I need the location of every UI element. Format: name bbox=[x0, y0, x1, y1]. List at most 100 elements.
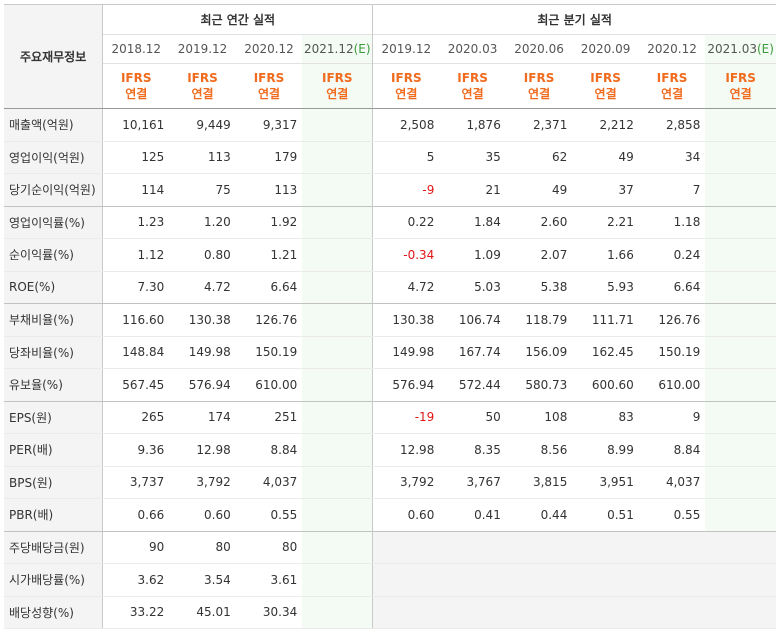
quarterly-value: 4.72 bbox=[372, 271, 440, 304]
quarterly-period-5: 2020.12 bbox=[638, 34, 706, 64]
quarterly-value: 5.93 bbox=[572, 271, 639, 304]
annual-period-1: 2018.12 bbox=[102, 34, 170, 64]
quarterly-value bbox=[572, 531, 639, 564]
annual-value bbox=[302, 108, 374, 142]
quarterly-value: 106.74 bbox=[439, 303, 506, 337]
quarterly-value: 0.44 bbox=[505, 498, 573, 532]
quarterly-value bbox=[372, 596, 440, 629]
annual-value: 125 bbox=[102, 141, 170, 174]
table-row: 영업이익(억원) 125 113 179 5 35 62 49 34 bbox=[4, 141, 776, 174]
quarterly-value: 1.18 bbox=[638, 206, 706, 239]
quarterly-value: 162.45 bbox=[572, 336, 639, 369]
row-label: 유보율(%) bbox=[4, 368, 104, 402]
quarterly-value: 8.35 bbox=[439, 433, 506, 467]
annual-value: 150.19 bbox=[235, 336, 303, 369]
report-standard: IFRS bbox=[523, 71, 555, 85]
table-row: ROE(%) 7.30 4.72 6.64 4.72 5.03 5.38 5.93 6.64 bbox=[4, 271, 776, 304]
quarterly-value bbox=[705, 401, 776, 434]
annual-value bbox=[302, 498, 374, 532]
quarterly-value: 2.21 bbox=[572, 206, 639, 239]
row-label: 당좌비율(%) bbox=[4, 336, 104, 369]
period-label: 2018.12 bbox=[111, 42, 162, 56]
annual-value: 113 bbox=[169, 141, 236, 174]
annual-value: 116.60 bbox=[102, 303, 170, 337]
quarterly-period-6: 2021.03(E) bbox=[705, 34, 776, 64]
annual-value: 90 bbox=[102, 531, 170, 564]
report-consolidation: 연결 bbox=[528, 87, 551, 101]
annual-value: 576.94 bbox=[169, 368, 236, 402]
quarterly-value: -0.34 bbox=[372, 238, 440, 272]
quarterly-value: 2.07 bbox=[505, 238, 573, 272]
period-label: 2020.09 bbox=[580, 42, 631, 56]
row-label: 영업이익(억원) bbox=[4, 141, 104, 174]
annual-value: 1.12 bbox=[102, 238, 170, 272]
report-standard: IFRS bbox=[120, 71, 152, 85]
annual-value: 3.61 bbox=[235, 563, 303, 597]
quarterly-value: 3,792 bbox=[372, 466, 440, 499]
quarterly-value: 2,858 bbox=[638, 108, 706, 142]
quarterly-value bbox=[439, 531, 506, 564]
report-consolidation: 연결 bbox=[661, 87, 684, 101]
quarterly-value: 35 bbox=[439, 141, 506, 174]
quarterly-value bbox=[705, 206, 776, 239]
annual-value: 3,737 bbox=[102, 466, 170, 499]
annual-value bbox=[302, 433, 374, 467]
row-label: 주당배당금(원) bbox=[4, 531, 104, 564]
annual-value bbox=[302, 303, 374, 337]
quarterly-value: 2.60 bbox=[505, 206, 573, 239]
quarterly-value bbox=[705, 336, 776, 369]
row-label-header: 주요재무정보 bbox=[4, 4, 104, 109]
period-label: 2020.03 bbox=[447, 42, 498, 56]
quarterly-value: 0.51 bbox=[572, 498, 639, 532]
quarterly-value: 610.00 bbox=[638, 368, 706, 402]
quarterly-value: 5.03 bbox=[439, 271, 506, 304]
quarterly-value: 5.38 bbox=[505, 271, 573, 304]
report-standard: IFRS bbox=[253, 71, 285, 85]
report-standard: IFRS bbox=[725, 71, 756, 85]
annual-value: 567.45 bbox=[102, 368, 170, 402]
quarterly-value: 150.19 bbox=[638, 336, 706, 369]
quarterly-value bbox=[705, 173, 776, 207]
row-label: 시가배당률(%) bbox=[4, 563, 104, 597]
table-row: PBR(배) 0.66 0.60 0.55 0.60 0.41 0.44 0.51 0.55 bbox=[4, 498, 776, 532]
quarterly-value bbox=[705, 466, 776, 499]
table-row: 영업이익률(%) 1.23 1.20 1.92 0.22 1.84 2.60 2.21 1.18 bbox=[4, 206, 776, 239]
annual-value bbox=[302, 271, 374, 304]
quarterly-value bbox=[372, 531, 440, 564]
row-label: 매출액(억원) bbox=[4, 108, 104, 142]
table-row: BPS(원) 3,737 3,792 4,037 3,792 3,767 3,815 3,95… bbox=[4, 466, 776, 499]
annual-value: 3.62 bbox=[102, 563, 170, 597]
quarterly-value bbox=[705, 563, 776, 597]
quarterly-value: 2,371 bbox=[505, 108, 573, 142]
quarterly-value bbox=[638, 531, 706, 564]
table-row: 당기순이익(억원) 114 75 113 -9 21 49 37 7 bbox=[4, 173, 776, 207]
annual-period-2: 2019.12 bbox=[169, 34, 236, 64]
row-label: 순이익률(%) bbox=[4, 238, 104, 272]
annual-value bbox=[302, 141, 374, 174]
estimate-tag: (E) bbox=[353, 42, 371, 56]
annual-value: 148.84 bbox=[102, 336, 170, 369]
annual-value bbox=[302, 336, 374, 369]
annual-report-type-2: IFRS 연결 bbox=[169, 63, 236, 109]
annual-value: 8.84 bbox=[235, 433, 303, 467]
quarterly-value: 3,951 bbox=[572, 466, 639, 499]
annual-value bbox=[302, 238, 374, 272]
quarterly-value bbox=[705, 238, 776, 272]
quarterly-value: 50 bbox=[439, 401, 506, 434]
quarterly-value: 8.84 bbox=[638, 433, 706, 467]
quarterly-period-1: 2019.12 bbox=[372, 34, 440, 64]
quarterly-value bbox=[439, 563, 506, 597]
report-standard: IFRS bbox=[322, 71, 353, 85]
quarterly-value bbox=[705, 141, 776, 174]
quarterly-value: 21 bbox=[439, 173, 506, 207]
row-label: 당기순이익(억원) bbox=[4, 173, 104, 207]
quarterly-period-3: 2020.06 bbox=[505, 34, 573, 64]
row-label: PBR(배) bbox=[4, 498, 104, 532]
annual-value: 114 bbox=[102, 173, 170, 207]
report-consolidation: 연결 bbox=[729, 87, 752, 101]
annual-period-4: 2021.12(E) bbox=[302, 34, 374, 64]
annual-value: 0.55 bbox=[235, 498, 303, 532]
annual-value: 126.76 bbox=[235, 303, 303, 337]
quarterly-value: 108 bbox=[505, 401, 573, 434]
quarterly-value: 6.64 bbox=[638, 271, 706, 304]
